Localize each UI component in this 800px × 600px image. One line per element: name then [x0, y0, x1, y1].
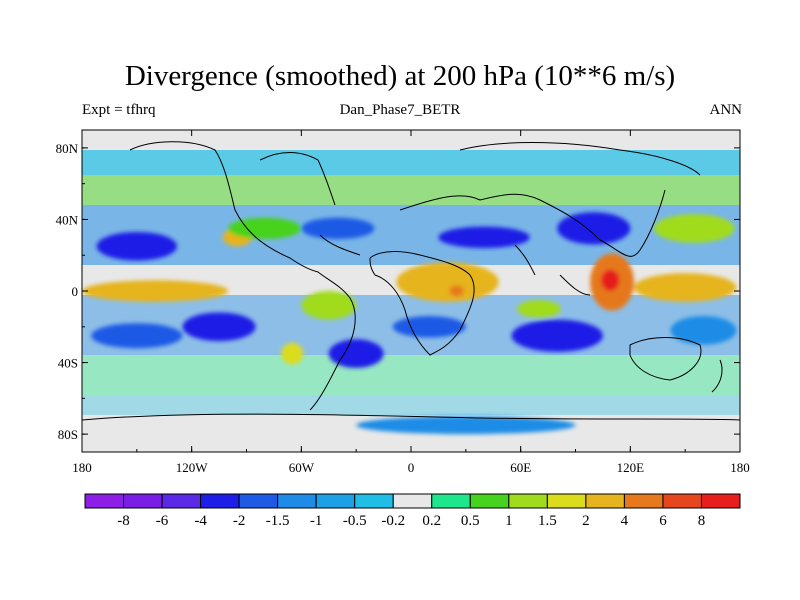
contour-region [601, 269, 620, 291]
contour-region [654, 214, 735, 243]
lon-tick-label: 0 [408, 460, 415, 475]
experiment-label: Expt = tfhrq [82, 102, 156, 118]
contour-region [633, 273, 737, 302]
colorbar-label: -6 [156, 513, 169, 529]
colorbar-label: -8 [117, 513, 130, 529]
contour-region [356, 416, 576, 435]
colorbar-box [546, 493, 587, 509]
case-label: Dan_Phase7_BETR [339, 102, 461, 118]
colorbar-label: 4 [621, 513, 629, 529]
colorbar-box [431, 493, 471, 509]
colorbar-box [392, 493, 433, 509]
contour-region [82, 280, 229, 302]
contour-region [182, 312, 256, 342]
lon-tick-label: 60E [510, 460, 531, 475]
lat-tick-label: 80N [56, 141, 79, 156]
colorbar-box [123, 493, 163, 509]
lat-axis: 80N 40N 0 40S 80S [56, 141, 740, 442]
colorbar-box [585, 493, 625, 509]
colorbar-label: 6 [659, 513, 667, 529]
contour-region [557, 212, 631, 245]
lon-tick-label: 120E [617, 460, 645, 475]
lat-tick-label: 0 [72, 284, 79, 299]
colorbar-box [200, 493, 240, 509]
colorbar-box [354, 493, 394, 509]
lat-tick-label: 40S [58, 356, 78, 371]
contour-region [91, 323, 183, 349]
colorbar-box [315, 493, 356, 509]
plot-title: Divergence (smoothed) at 200 hPa (10**6 … [124, 60, 676, 92]
lon-tick-label: 60W [289, 460, 315, 475]
colorbar-box [161, 493, 202, 509]
contour-region [670, 316, 737, 345]
contour-region [517, 299, 561, 318]
colorbar-box [238, 493, 279, 509]
colorbar-label: 1 [505, 513, 513, 529]
contour-region [438, 226, 530, 249]
contour-region [301, 291, 357, 320]
colorbar-label: -1.5 [266, 513, 290, 529]
lat-tick-label: 80S [58, 427, 78, 442]
colorbar-label: 0.2 [422, 513, 441, 529]
lon-tick-label: 120W [176, 460, 209, 475]
colorbar-label: 1.5 [538, 513, 557, 529]
lon-tick-label: 180 [72, 460, 92, 475]
colorbar-box [662, 493, 702, 509]
contour-region [228, 217, 302, 240]
colorbar-label: 0.5 [461, 513, 480, 529]
colorbar-box [277, 493, 317, 509]
contour-field [82, 150, 740, 435]
contour-region [511, 319, 603, 352]
colorbar-label: -2 [233, 513, 246, 529]
colorbar-label: -0.2 [381, 513, 405, 529]
contour-region [449, 285, 465, 297]
colorbar-label: -1 [310, 513, 323, 529]
colorbar-box [623, 493, 664, 509]
colorbar-box [469, 493, 510, 509]
lon-tick-label: 180 [730, 460, 750, 475]
lat-tick-label: 40N [56, 212, 79, 227]
coastlines [82, 141, 740, 421]
colorbar: -8 -6 -4 -2 -1.5 -1 -0.5 -0.2 0.2 0.5 1 1.5 2 4 6 8 [84, 493, 741, 529]
colorbar-box [508, 493, 548, 509]
colorbar-box [700, 493, 741, 509]
season-label: ANN [709, 102, 743, 118]
contour-region [328, 339, 384, 368]
contour-region [396, 262, 499, 302]
colorbar-label: 2 [582, 513, 590, 529]
colorbar-box [84, 493, 125, 509]
contour-region [281, 342, 304, 365]
contour-region [301, 217, 375, 240]
colorbar-label: -4 [194, 513, 207, 529]
contour-region [392, 316, 466, 338]
lon-axis: 180 120W 60W 0 60E 120E 180 [72, 130, 750, 475]
colorbar-label: 8 [698, 513, 706, 529]
contour-region [96, 231, 178, 261]
colorbar-label: -0.5 [343, 513, 367, 529]
